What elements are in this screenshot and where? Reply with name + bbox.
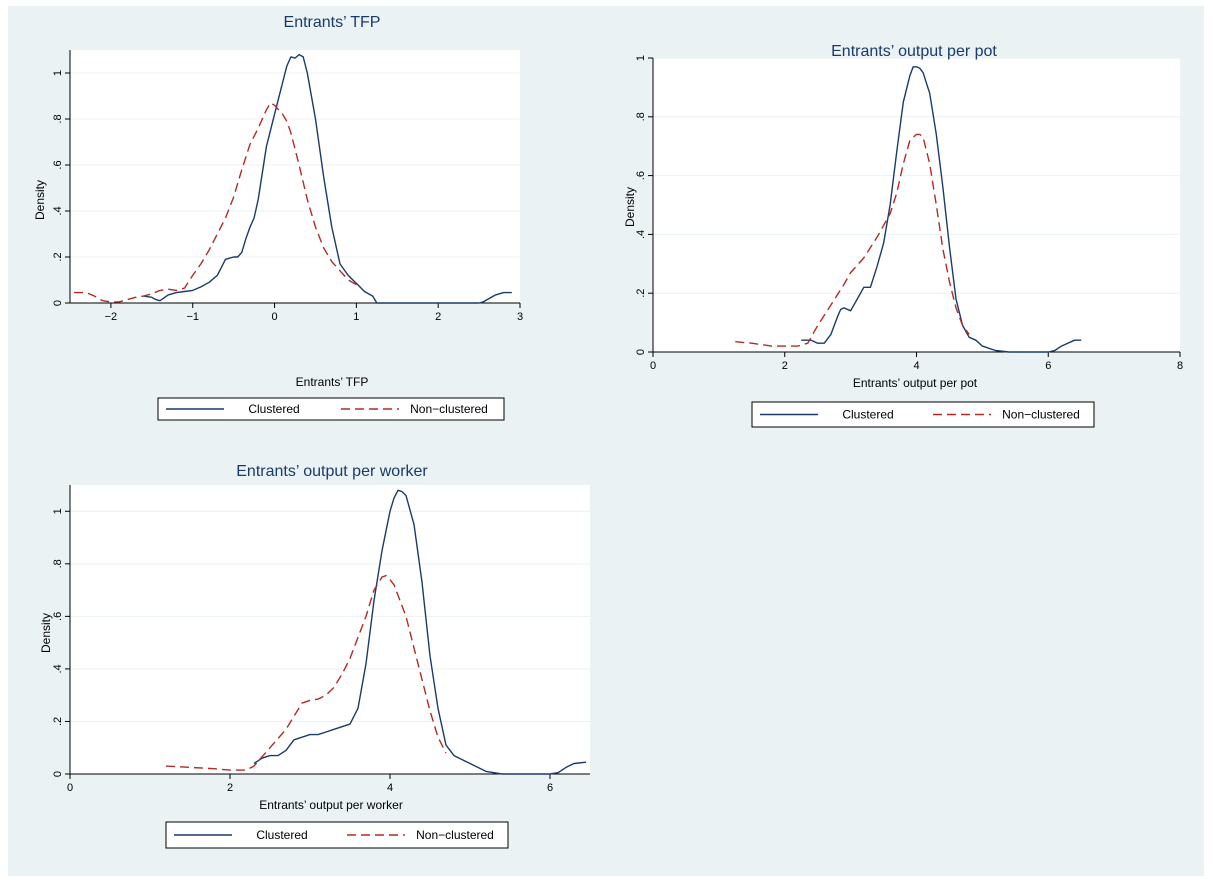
y-tick-label: 1 bbox=[635, 55, 647, 61]
x-axis-label: Entrants’ output per pot bbox=[853, 376, 978, 390]
figure-background: 0 .2 .4 .6 .8 1 −2 −1 0 1 2 3 Entrants’ TFP Entrants’… bbox=[8, 6, 1204, 876]
legend-label: Non−clustered bbox=[410, 402, 488, 416]
y-tick-label: .6 bbox=[52, 612, 64, 621]
x-tick-label: −1 bbox=[186, 311, 199, 323]
chart-title: Entrants’ TFP bbox=[284, 14, 381, 31]
legend-label: Clustered bbox=[248, 402, 299, 416]
y-tick-label: 0 bbox=[52, 771, 64, 777]
x-tick-label: 1 bbox=[353, 311, 359, 323]
legend-label: Clustered bbox=[842, 408, 893, 422]
y-tick-label: .2 bbox=[52, 252, 64, 261]
series-line-non-clustered bbox=[735, 133, 970, 347]
plot-area bbox=[70, 485, 590, 774]
series-line-clustered bbox=[801, 66, 1082, 353]
y-tick-label: .4 bbox=[52, 206, 64, 215]
y-tick-label: .8 bbox=[52, 559, 64, 568]
y-tick-label: .6 bbox=[635, 171, 647, 180]
legend-box bbox=[157, 397, 505, 421]
chart-title: Entrants’ output per pot bbox=[831, 43, 997, 60]
y-tick-label: .8 bbox=[52, 114, 64, 123]
plot-area bbox=[653, 58, 1180, 352]
y-tick-label: .2 bbox=[52, 717, 64, 726]
chart-title: Entrants’ output per worker bbox=[236, 463, 428, 480]
x-tick-label: 4 bbox=[387, 782, 393, 794]
plot-area bbox=[70, 50, 520, 303]
x-tick-label: 0 bbox=[650, 360, 656, 372]
y-tick-label: .4 bbox=[635, 230, 647, 239]
series-line-non-clustered bbox=[74, 102, 361, 303]
y-tick-label: .4 bbox=[52, 664, 64, 673]
x-tick-label: −2 bbox=[105, 311, 118, 323]
y-axis-label: Density bbox=[623, 187, 637, 227]
x-tick-label: 2 bbox=[435, 311, 441, 323]
legend: Clustered Non−clustered bbox=[157, 397, 505, 421]
x-axis-label: Entrants’ output per worker bbox=[259, 798, 403, 812]
x-axis-label: Entrants’ TFP bbox=[296, 375, 369, 389]
y-tick-label: 1 bbox=[52, 70, 64, 76]
y-tick-label: .6 bbox=[52, 160, 64, 169]
y-tick-label: 0 bbox=[52, 300, 64, 306]
legend-label: Non−clustered bbox=[416, 828, 494, 842]
x-tick-label: 3 bbox=[517, 311, 523, 323]
x-tick-label: 0 bbox=[67, 782, 73, 794]
y-tick-label: 1 bbox=[52, 508, 64, 514]
series-line-non-clustered bbox=[165, 574, 447, 771]
chart-panel-3: 0 .2 .4 .6 .8 1 0 2 4 6 Entrants’ output per worke… bbox=[39, 463, 590, 849]
legend: Clustered Non−clustered bbox=[165, 821, 509, 849]
y-tick-label: 0 bbox=[635, 349, 647, 355]
y-tick-label: .2 bbox=[635, 289, 647, 298]
y-axis-label: Density bbox=[33, 180, 47, 220]
x-tick-label: 6 bbox=[547, 782, 553, 794]
chart-panel-2: 0 .2 .4 .6 .8 1 0 2 4 6 8 Entrants’ output per pot E… bbox=[623, 43, 1183, 428]
y-tick-label: .8 bbox=[635, 112, 647, 121]
legend: Clustered Non−clustered bbox=[751, 401, 1095, 428]
figure-canvas: 0 .2 .4 .6 .8 1 −2 −1 0 1 2 3 Entrants’ TFP Entrants’… bbox=[33, 14, 1183, 849]
legend-label: Clustered bbox=[256, 828, 307, 842]
series-line-clustered bbox=[143, 53, 512, 304]
chart-panel-1: 0 .2 .4 .6 .8 1 −2 −1 0 1 2 3 Entrants’ TFP Entrants’… bbox=[33, 14, 523, 421]
legend-label: Non−clustered bbox=[1002, 408, 1080, 422]
y-axis-label: Density bbox=[39, 613, 53, 653]
x-tick-label: 2 bbox=[227, 782, 233, 794]
series-line-clustered bbox=[253, 489, 587, 775]
x-tick-label: 0 bbox=[271, 311, 277, 323]
x-tick-label: 6 bbox=[1045, 360, 1051, 372]
x-tick-label: 8 bbox=[1177, 360, 1183, 372]
x-tick-label: 4 bbox=[913, 360, 919, 372]
x-tick-label: 2 bbox=[782, 360, 788, 372]
